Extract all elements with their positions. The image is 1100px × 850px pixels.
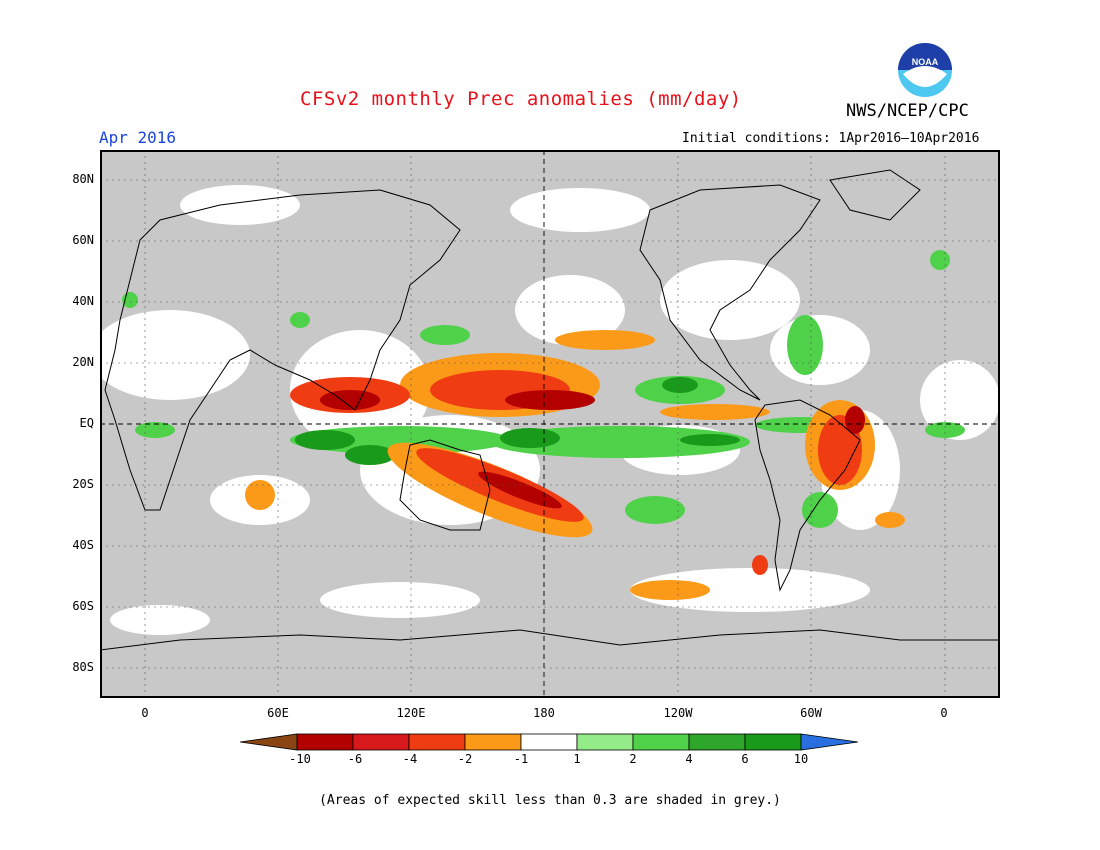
colorbar-swatch	[520, 733, 578, 751]
colorbar-label: -6	[347, 752, 363, 766]
white-shading-layer	[100, 185, 1000, 635]
lon-label: 0	[141, 706, 149, 720]
agency-label: NWS/NCEP/CPC	[846, 101, 969, 121]
colorbar-swatch	[296, 733, 354, 751]
lat-label: 60N	[72, 233, 94, 247]
wet-anomaly-cores	[295, 377, 740, 465]
lon-label: 120W	[663, 706, 693, 720]
colorbar-label: 2	[629, 752, 637, 766]
colorbar-swatch	[464, 733, 522, 751]
skill-footnote: (Areas of expected skill less than 0.3 a…	[319, 793, 781, 808]
colorbar-label: 10	[793, 752, 809, 766]
colorbar-label: 1	[573, 752, 581, 766]
continent-outlines	[100, 169, 1000, 651]
colorbar-swatch	[408, 733, 466, 751]
lon-label: 60W	[800, 706, 822, 720]
colorbar-label: -10	[289, 752, 311, 766]
colorbar-swatch	[688, 733, 746, 751]
colorbar-label: -1	[513, 752, 529, 766]
colorbar-swatch	[744, 733, 802, 751]
lat-label: 80S	[72, 660, 94, 674]
lat-label: EQ	[79, 416, 94, 430]
noaa-logo: NOAA	[896, 41, 954, 99]
lon-label: 60E	[267, 706, 289, 720]
lat-label: 40S	[72, 538, 94, 552]
colorbar-high-arrow	[800, 733, 859, 751]
noaa-logo-text: NOAA	[912, 57, 939, 67]
colorbar-swatch	[576, 733, 634, 751]
map-title: CFSv2 monthly Prec anomalies (mm/day)	[300, 88, 742, 110]
initial-conditions-label: Initial conditions: 1Apr2016–10Apr2016	[682, 131, 980, 146]
lon-label: 0	[940, 706, 948, 720]
lat-label: 20N	[72, 355, 94, 369]
dry-anomaly-extremes	[320, 390, 865, 509]
colorbar-swatch	[632, 733, 690, 751]
precip-anomaly-map	[100, 150, 1000, 698]
color-scale-bar	[240, 733, 859, 751]
lat-label: 60S	[72, 599, 94, 613]
lon-label: 120E	[396, 706, 426, 720]
colorbar-swatch	[352, 733, 410, 751]
colorbar-label: 4	[685, 752, 693, 766]
lat-label: 20S	[72, 477, 94, 491]
colorbar-low-arrow	[240, 733, 298, 751]
lat-label: 40N	[72, 294, 94, 308]
colorbar-label: -2	[457, 752, 473, 766]
lon-label: 180	[533, 706, 555, 720]
lat-label: 80N	[72, 172, 94, 186]
colorbar-label: 6	[741, 752, 749, 766]
grid-lines	[100, 150, 1000, 698]
colorbar-label: -4	[402, 752, 418, 766]
valid-month-label: Apr 2016	[99, 128, 177, 147]
